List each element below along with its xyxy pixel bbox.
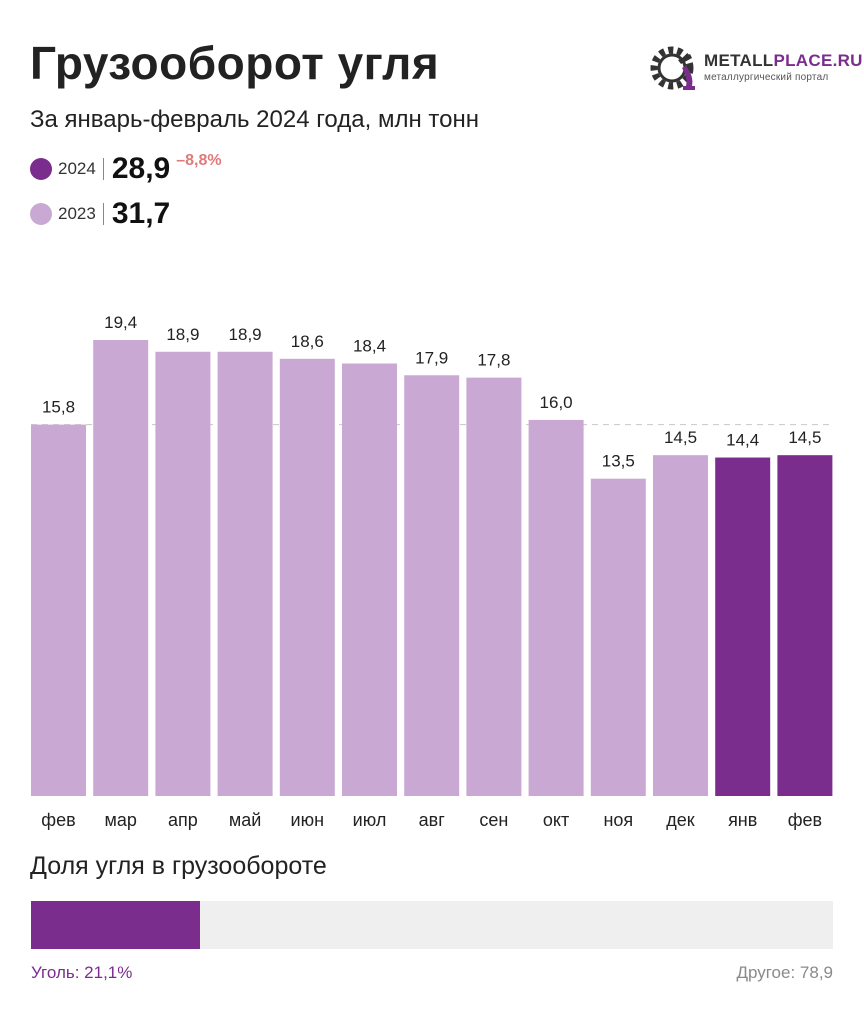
bar-value-label: 17,8 bbox=[477, 351, 510, 370]
bar-value-label: 18,4 bbox=[353, 337, 386, 356]
bar-7 bbox=[404, 375, 460, 796]
bar-chart: 15,8 фев 19,4 мар 18,9 апр 18,9 май 18,6 июн 18,4 и… bbox=[31, 313, 833, 830]
legend-dot-2023 bbox=[30, 203, 52, 225]
bar-value-label: 19,4 bbox=[104, 313, 137, 332]
bar-value-label: 18,9 bbox=[166, 325, 199, 344]
bar-value-label: 14,4 bbox=[726, 431, 759, 450]
x-tick-label: апр bbox=[168, 810, 198, 830]
page-title: Грузооборот угля bbox=[30, 37, 440, 89]
legend-item-2023: 2023 31,7 bbox=[30, 197, 171, 230]
x-tick-label: окт bbox=[543, 810, 569, 830]
share-bar-track bbox=[31, 901, 833, 949]
bar-5 bbox=[279, 358, 335, 796]
x-tick-label: июл bbox=[353, 810, 387, 830]
x-tick-label: авг bbox=[419, 810, 446, 830]
x-tick-label: июн bbox=[291, 810, 325, 830]
bar-2 bbox=[93, 340, 149, 796]
logo-name: METALLPLACE.RU bbox=[704, 51, 863, 70]
x-tick-label: янв bbox=[728, 810, 757, 830]
bar-value-label: 14,5 bbox=[664, 428, 697, 447]
legend-dot-2024 bbox=[30, 158, 52, 180]
bar-10 bbox=[590, 478, 646, 796]
legend-year: 2024 bbox=[58, 159, 96, 178]
share-coal-label: Уголь: 21,1% bbox=[31, 963, 133, 982]
bar-13 bbox=[777, 455, 833, 796]
bar-value-label: 13,5 bbox=[602, 452, 635, 471]
share-bar-coal bbox=[31, 901, 201, 949]
share-other-label: Другое: 78,9 bbox=[736, 963, 833, 982]
bar-6 bbox=[342, 363, 397, 796]
bar-value-label: 17,9 bbox=[415, 348, 448, 367]
bar-value-label: 18,9 bbox=[229, 325, 262, 344]
bar-11 bbox=[653, 455, 708, 796]
metallplace-logo[interactable]: METALLPLACE.RU металлургический портал bbox=[648, 42, 862, 98]
x-tick-label: фев bbox=[41, 810, 75, 830]
x-tick-label: дек bbox=[666, 810, 695, 830]
legend-divider bbox=[102, 203, 104, 225]
page-subtitle: За январь-февраль 2024 года, млн тонн bbox=[30, 106, 479, 133]
bar-12 bbox=[715, 457, 771, 796]
logo-tagline: металлургический портал bbox=[704, 72, 829, 83]
bar-9 bbox=[528, 419, 584, 796]
legend-item-2024: 2024 28,9 –8,8% bbox=[30, 152, 222, 185]
legend-divider bbox=[102, 158, 104, 180]
bar-4 bbox=[217, 351, 273, 796]
share-title: Доля угля в грузообороте bbox=[30, 852, 327, 880]
gear-ladle-icon bbox=[650, 46, 695, 90]
x-tick-label: сен bbox=[479, 810, 508, 830]
bar-3 bbox=[155, 351, 211, 796]
x-tick-label: мар bbox=[104, 810, 136, 830]
legend-value: 28,9 bbox=[111, 152, 171, 185]
legend-year: 2023 bbox=[58, 204, 96, 223]
bar-8 bbox=[466, 377, 522, 796]
bar-value-label: 16,0 bbox=[540, 393, 573, 412]
x-tick-label: ноя bbox=[603, 810, 633, 830]
bar-value-label: 18,6 bbox=[291, 332, 324, 351]
bar-1 bbox=[31, 424, 86, 796]
legend-value: 31,7 bbox=[111, 197, 171, 230]
x-tick-label: фев bbox=[788, 810, 822, 830]
legend-change: –8,8% bbox=[176, 152, 222, 169]
x-tick-label: май bbox=[229, 810, 261, 830]
bar-value-label: 14,5 bbox=[788, 428, 821, 447]
bar-value-label: 15,8 bbox=[42, 398, 75, 417]
